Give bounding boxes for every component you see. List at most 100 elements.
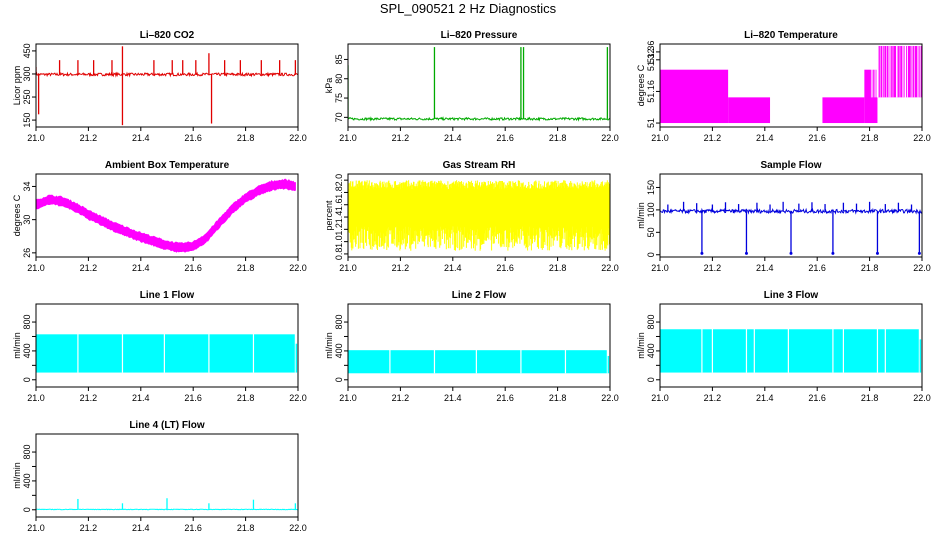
y-tick-label: 800	[646, 315, 656, 330]
data-band	[728, 97, 771, 124]
x-tick-label: 21.8	[237, 263, 255, 273]
x-tick-label: 21.8	[861, 393, 879, 403]
panel-title: Gas Stream RH	[443, 160, 516, 171]
x-tick-label: 21.8	[237, 523, 255, 533]
x-tick-label: 21.0	[339, 393, 357, 403]
x-tick-label: 22.0	[913, 263, 931, 273]
x-tick-label: 22.0	[601, 133, 619, 143]
x-tick-label: 21.4	[132, 393, 150, 403]
y-tick-label: 51.32	[646, 49, 656, 72]
x-tick-label: 21.0	[27, 133, 45, 143]
x-tick-label: 22.0	[289, 133, 307, 143]
y-tick-label: 1.6	[334, 198, 344, 211]
y-axis-label: kPa	[324, 78, 334, 94]
x-tick-label: 21.8	[861, 263, 879, 273]
y-axis-label: ml/min	[636, 332, 646, 359]
panel-title: Li–820 Pressure	[441, 30, 518, 41]
x-tick-label: 21.6	[496, 393, 514, 403]
series-line	[36, 71, 298, 78]
plot-area	[660, 327, 922, 373]
chart-licor_temp: Li–820 Temperature 21.0 21.2 21.4 21.6 21.8 22…	[636, 30, 931, 143]
series-line	[660, 207, 922, 215]
y-tick-label: 150	[646, 180, 656, 195]
plot-area	[660, 45, 922, 124]
y-tick-label: 51.16	[646, 80, 656, 103]
axes-frame	[35, 303, 299, 388]
x-tick-label: 22.0	[601, 393, 619, 403]
panel-title: Ambient Box Temperature	[105, 160, 230, 171]
panel-title: Line 4 (LT) Flow	[129, 420, 205, 431]
y-tick-label: 800	[334, 315, 344, 330]
y-tick-label: 400	[334, 343, 344, 358]
axes-frame	[659, 173, 923, 258]
x-tick-label: 21.6	[496, 263, 514, 273]
x-tick-label: 21.8	[549, 133, 567, 143]
panel-title: Line 2 Flow	[452, 290, 507, 301]
y-tick-label: 400	[646, 343, 656, 358]
x-tick-label: 21.4	[756, 393, 774, 403]
x-tick-label: 21.2	[80, 393, 98, 403]
x-tick-label: 21.8	[549, 393, 567, 403]
x-tick-label: 21.6	[184, 133, 202, 143]
plot-area	[36, 46, 298, 126]
x-tick-label: 21.4	[132, 523, 150, 533]
y-tick-label: 0	[646, 377, 656, 382]
x-tick-label: 21.0	[27, 393, 45, 403]
chart-rh: Gas Stream RH 21.0 21.2 21.4 21.6 21.8 22.0 0.8…	[324, 160, 619, 273]
x-tick-label: 21.4	[444, 133, 462, 143]
series-band	[36, 178, 296, 253]
x-tick-label: 21.2	[704, 263, 722, 273]
y-tick-label: 0	[22, 507, 32, 512]
page-title: SPL_090521 2 Hz Diagnostics	[379, 1, 557, 16]
y-tick-label: 51	[646, 118, 656, 128]
x-tick-label: 21.2	[80, 523, 98, 533]
y-tick-label: 1.0	[334, 235, 344, 248]
series-band	[36, 334, 296, 373]
x-tick-label: 21.6	[808, 133, 826, 143]
dip-point	[700, 251, 704, 255]
dip-point	[917, 251, 921, 255]
y-tick-label: 0	[646, 252, 656, 257]
x-tick-label: 21.6	[184, 523, 202, 533]
y-tick-label: 2.0	[334, 174, 344, 187]
x-tick-label: 22.0	[289, 523, 307, 533]
y-tick-label: 800	[22, 445, 32, 460]
x-tick-label: 21.6	[808, 263, 826, 273]
dip-point	[875, 251, 879, 255]
x-tick-label: 21.8	[549, 263, 567, 273]
x-tick-label: 21.0	[651, 393, 669, 403]
y-tick-label: 1.8	[334, 186, 344, 199]
panel-title: Sample Flow	[760, 160, 821, 171]
x-tick-label: 21.0	[27, 263, 45, 273]
x-tick-label: 22.0	[289, 393, 307, 403]
plot-area	[36, 332, 298, 373]
x-tick-label: 21.6	[496, 133, 514, 143]
y-tick-label: 80	[334, 74, 344, 84]
x-tick-label: 22.0	[913, 393, 931, 403]
x-tick-label: 21.2	[392, 263, 410, 273]
x-tick-label: 21.6	[184, 393, 202, 403]
axes-frame	[35, 173, 299, 258]
x-tick-label: 21.4	[132, 263, 150, 273]
x-tick-label: 21.2	[704, 133, 722, 143]
chart-line1: Line 1 Flow 21.0 21.2 21.4 21.6 21.8 22.0 0 400 8…	[12, 290, 307, 403]
y-tick-label: 1.2	[334, 223, 344, 236]
chart-sample_flow: Sample Flow 21.0 21.2 21.4 21.6 21.8 22.0 0 50 10…	[636, 160, 931, 273]
plot-area	[348, 180, 610, 251]
panel-title: Li–820 Temperature	[744, 30, 838, 41]
y-axis-label: ml/min	[12, 332, 22, 359]
x-tick-label: 21.4	[444, 263, 462, 273]
y-tick-label: 51.36	[646, 41, 656, 64]
y-tick-label: 85	[334, 54, 344, 64]
y-axis-label: degrees C	[636, 64, 646, 106]
series-band	[660, 329, 920, 373]
y-tick-label: 100	[646, 202, 656, 217]
x-tick-label: 21.8	[237, 133, 255, 143]
y-axis-label: degrees C	[12, 194, 22, 236]
plot-area	[660, 201, 922, 255]
axes-frame	[347, 173, 611, 258]
axes-frame	[35, 433, 299, 518]
y-tick-label: 30	[22, 215, 32, 225]
panel-title: Line 1 Flow	[140, 290, 195, 301]
